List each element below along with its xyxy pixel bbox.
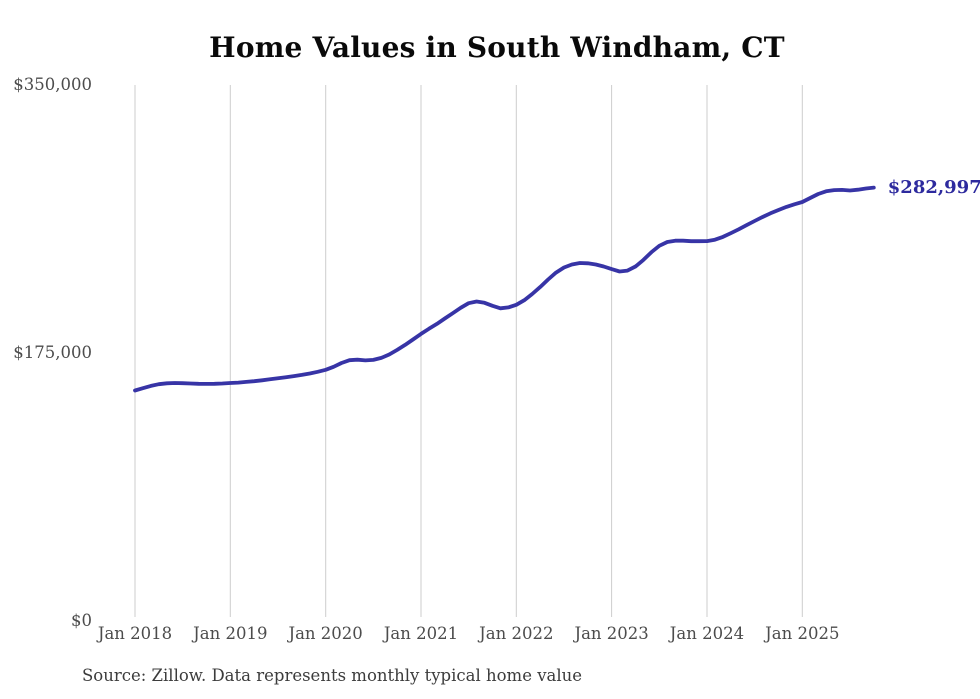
x-tick-label: Jan 2024	[669, 624, 745, 643]
y-tick-label: $350,000	[13, 75, 92, 94]
x-tick-label: Jan 2023	[574, 624, 649, 643]
y-tick-label: $0	[71, 611, 92, 630]
x-tick-label: Jan 2019	[193, 624, 268, 643]
chart-title: Home Values in South Windham, CT	[209, 31, 785, 64]
x-tick-label: Jan 2020	[288, 624, 363, 643]
x-tick-label: Jan 2025	[765, 624, 840, 643]
x-tick-label: Jan 2022	[479, 624, 554, 643]
home-value-line	[133, 185, 876, 393]
y-tick-label: $175,000	[13, 343, 92, 362]
x-tick-label: Jan 2021	[383, 624, 459, 643]
x-tick-label: Jan 2018	[97, 624, 173, 643]
source-note: Source: Zillow. Data represents monthly …	[82, 666, 583, 685]
gridlines	[134, 85, 803, 617]
last-value-label: $282,997	[887, 176, 980, 198]
